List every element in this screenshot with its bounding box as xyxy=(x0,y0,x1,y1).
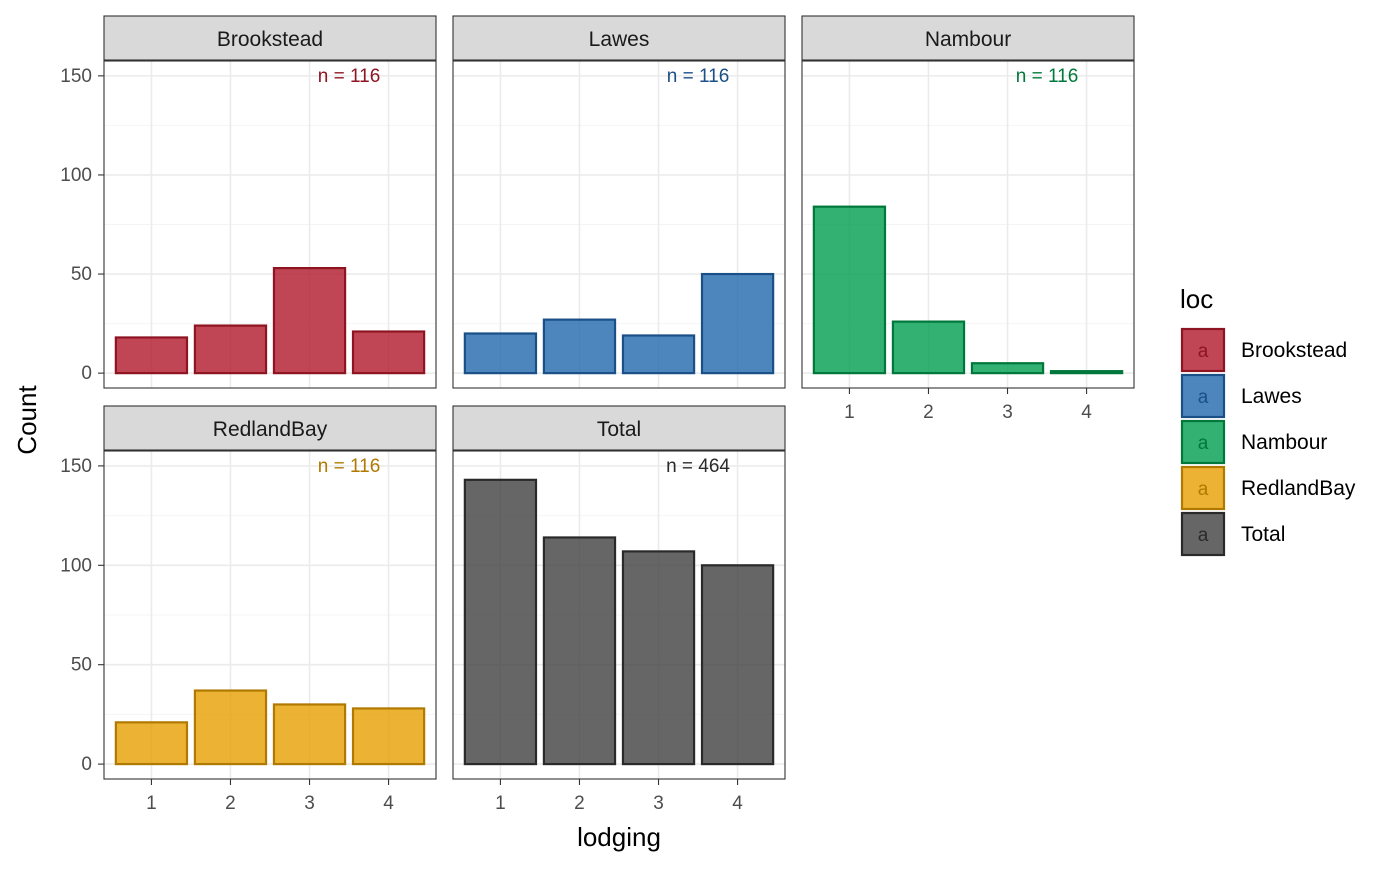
panel-border xyxy=(801,60,1135,389)
panel-count-label: n = 116 xyxy=(667,66,730,87)
bar-redlandbay-1 xyxy=(114,721,189,766)
legend: a Brookstead a Lawes a Nambour a RedlandBay a Tot… xyxy=(1180,327,1356,557)
y-tick-label: 100 xyxy=(60,555,92,576)
y-tick-label: 150 xyxy=(60,456,92,477)
legend-key-nambour xyxy=(1180,419,1226,465)
x-axis-title: lodging xyxy=(577,822,661,852)
facet-strip-label: Nambour xyxy=(925,28,1011,51)
facet-strip xyxy=(103,405,437,451)
bar-brookstead-4 xyxy=(351,330,426,375)
facet-strip xyxy=(452,15,786,61)
x-tick-label: 2 xyxy=(225,793,236,814)
legend-key-redlandbay xyxy=(1180,465,1226,511)
legend-key-total xyxy=(1180,511,1226,557)
bar-nambour-1 xyxy=(812,205,887,375)
panel-count-label: n = 116 xyxy=(318,456,381,477)
x-tick-label: 4 xyxy=(383,793,394,814)
bar-total-2 xyxy=(542,536,617,766)
facet-strip xyxy=(103,15,437,61)
panel-count-label: n = 464 xyxy=(666,456,730,477)
legend-label-redlandbay: RedlandBay xyxy=(1241,477,1356,500)
panel-redlandbay: RedlandBay n = 116 0 50 100 150 1 2 3 4 xyxy=(60,405,437,814)
legend-label-nambour: Nambour xyxy=(1241,431,1327,454)
x-tick-label: 3 xyxy=(1002,402,1013,423)
panel-brookstead: Brookstead n = 116 0 50 100 150 xyxy=(60,15,437,389)
legend-key-brookstead xyxy=(1180,327,1226,373)
y-axis-title: Count xyxy=(12,385,42,455)
y-tick-label: 100 xyxy=(60,165,92,186)
panel-border xyxy=(452,450,786,780)
panel-count-label: n = 116 xyxy=(1016,66,1079,87)
legend-label-brookstead: Brookstead xyxy=(1241,339,1347,362)
legend-key-glyph: a xyxy=(1198,479,1209,500)
x-tick-label: 2 xyxy=(923,402,934,423)
bar-redlandbay-4 xyxy=(351,707,426,766)
y-tick-label: 0 xyxy=(81,363,92,384)
x-tick-label: 2 xyxy=(574,793,585,814)
legend-key-glyph: a xyxy=(1198,525,1209,546)
facet-strip-label: RedlandBay xyxy=(213,418,328,441)
facet-strip xyxy=(452,405,786,451)
x-tick-label: 1 xyxy=(146,793,157,814)
panel-border xyxy=(452,60,786,389)
y-tick-label: 150 xyxy=(60,66,92,87)
bar-nambour-2 xyxy=(891,320,966,375)
panel-count-label: n = 116 xyxy=(318,66,381,87)
legend-title: loc xyxy=(1180,284,1213,314)
y-tick-label: 0 xyxy=(81,754,92,775)
legend-label-lawes: Lawes xyxy=(1241,385,1302,408)
bar-nambour-3 xyxy=(970,362,1045,375)
x-tick-label: 3 xyxy=(653,793,664,814)
bar-total-3 xyxy=(621,550,696,766)
facet-strip-label: Brookstead xyxy=(217,28,323,51)
bar-brookstead-1 xyxy=(114,336,189,375)
facet-strip-label: Total xyxy=(597,418,641,441)
bar-brookstead-2 xyxy=(193,324,268,375)
x-tick-label: 4 xyxy=(1081,402,1092,423)
x-tick-label: 1 xyxy=(495,793,506,814)
bar-brookstead-3 xyxy=(272,267,347,375)
bar-nambour-4 xyxy=(1049,370,1124,375)
bar-redlandbay-2 xyxy=(193,689,268,766)
panel-border xyxy=(103,60,437,389)
legend-key-glyph: a xyxy=(1198,433,1209,454)
x-tick-label: 4 xyxy=(732,793,743,814)
bar-lawes-3 xyxy=(621,334,696,375)
x-tick-label: 1 xyxy=(844,402,855,423)
legend-key-glyph: a xyxy=(1198,387,1209,408)
panel-total: Total n = 464 1 2 3 4 xyxy=(452,405,786,814)
bar-lawes-2 xyxy=(542,318,617,375)
bar-redlandbay-3 xyxy=(272,703,347,766)
legend-key-lawes xyxy=(1180,373,1226,419)
panel-border xyxy=(103,450,437,780)
facet-strip xyxy=(801,15,1135,61)
y-tick-label: 50 xyxy=(71,264,92,285)
y-tick-label: 50 xyxy=(71,655,92,676)
bar-total-4 xyxy=(700,564,775,766)
legend-key-glyph: a xyxy=(1198,341,1209,362)
x-tick-label: 3 xyxy=(304,793,315,814)
bar-total-1 xyxy=(463,478,538,766)
facet-strip-label: Lawes xyxy=(589,28,650,51)
bar-lawes-1 xyxy=(463,332,538,375)
legend-label-total: Total xyxy=(1241,523,1285,546)
panel-lawes: Lawes n = 116 xyxy=(452,15,786,389)
bar-lawes-4 xyxy=(700,272,775,375)
